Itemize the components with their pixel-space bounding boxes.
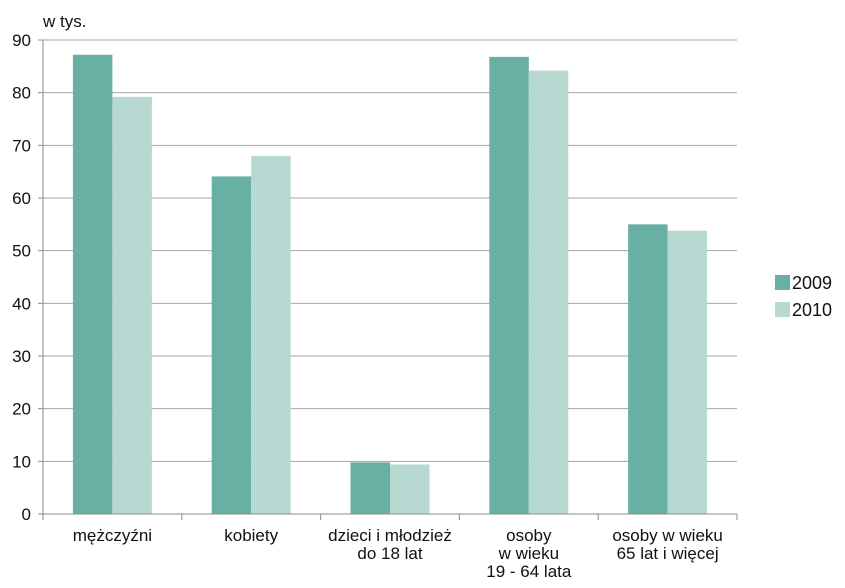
x-category-label: osoby w wieku 65 lat i więcej	[612, 526, 723, 563]
y-tick-label: 80	[12, 84, 31, 103]
legend-label-2009: 2009	[792, 273, 832, 293]
legend: 2009 2010	[775, 273, 832, 320]
x-category-label-line: kobiety	[224, 526, 278, 545]
axes: 0 10 20 30 40 50 60 70 80 90 mężczyźni kobiety dziec…	[12, 31, 738, 581]
y-tick-label: 90	[12, 31, 31, 50]
y-tick-label: 50	[12, 242, 31, 261]
x-category-label-line: 65 lat i więcej	[617, 544, 719, 563]
gridlines	[43, 39, 737, 462]
bar-2009-3	[489, 56, 529, 514]
x-category-label-line: mężczyźni	[73, 526, 152, 545]
y-tick-label: 10	[12, 452, 31, 471]
bar-2009-0	[72, 54, 113, 514]
y-tick-label: 60	[12, 189, 31, 208]
bar-2010-3	[528, 70, 569, 515]
bar-2010-0	[112, 96, 152, 514]
legend-label-2010: 2010	[792, 300, 832, 320]
x-category-label: mężczyźni	[73, 526, 152, 545]
bar-2010-4	[667, 230, 708, 515]
y-tick-label: 30	[12, 347, 31, 366]
y-tick-label: 70	[12, 136, 31, 155]
legend-swatch-2010	[775, 302, 790, 317]
bar-2009-4	[628, 224, 668, 515]
y-tick-label: 20	[12, 400, 31, 419]
x-category-label-line: osoby w wieku	[612, 526, 723, 545]
bar-2009-2	[350, 462, 390, 514]
bar-2010-2	[390, 464, 430, 514]
bar-2009-1	[211, 176, 252, 514]
bar-2010-1	[251, 155, 291, 514]
y-tick-label: 0	[22, 505, 31, 524]
x-category-label: dzieci i młodzież do 18 lat	[328, 526, 452, 563]
x-category-label-line: osoby	[506, 526, 552, 545]
x-category-label-line: 19 - 64 lata	[486, 562, 572, 581]
y-unit-label: w tys.	[42, 12, 86, 31]
x-category-label: kobiety	[224, 526, 278, 545]
x-category-label-line: w wieku	[498, 544, 559, 563]
legend-swatch-2009	[775, 275, 790, 290]
x-category-label: osoby w wieku 19 - 64 lata	[486, 526, 572, 581]
bars	[72, 54, 708, 515]
x-category-label-line: dzieci i młodzież	[328, 526, 452, 545]
y-tick-label: 40	[12, 294, 31, 313]
x-category-label-line: do 18 lat	[357, 544, 422, 563]
